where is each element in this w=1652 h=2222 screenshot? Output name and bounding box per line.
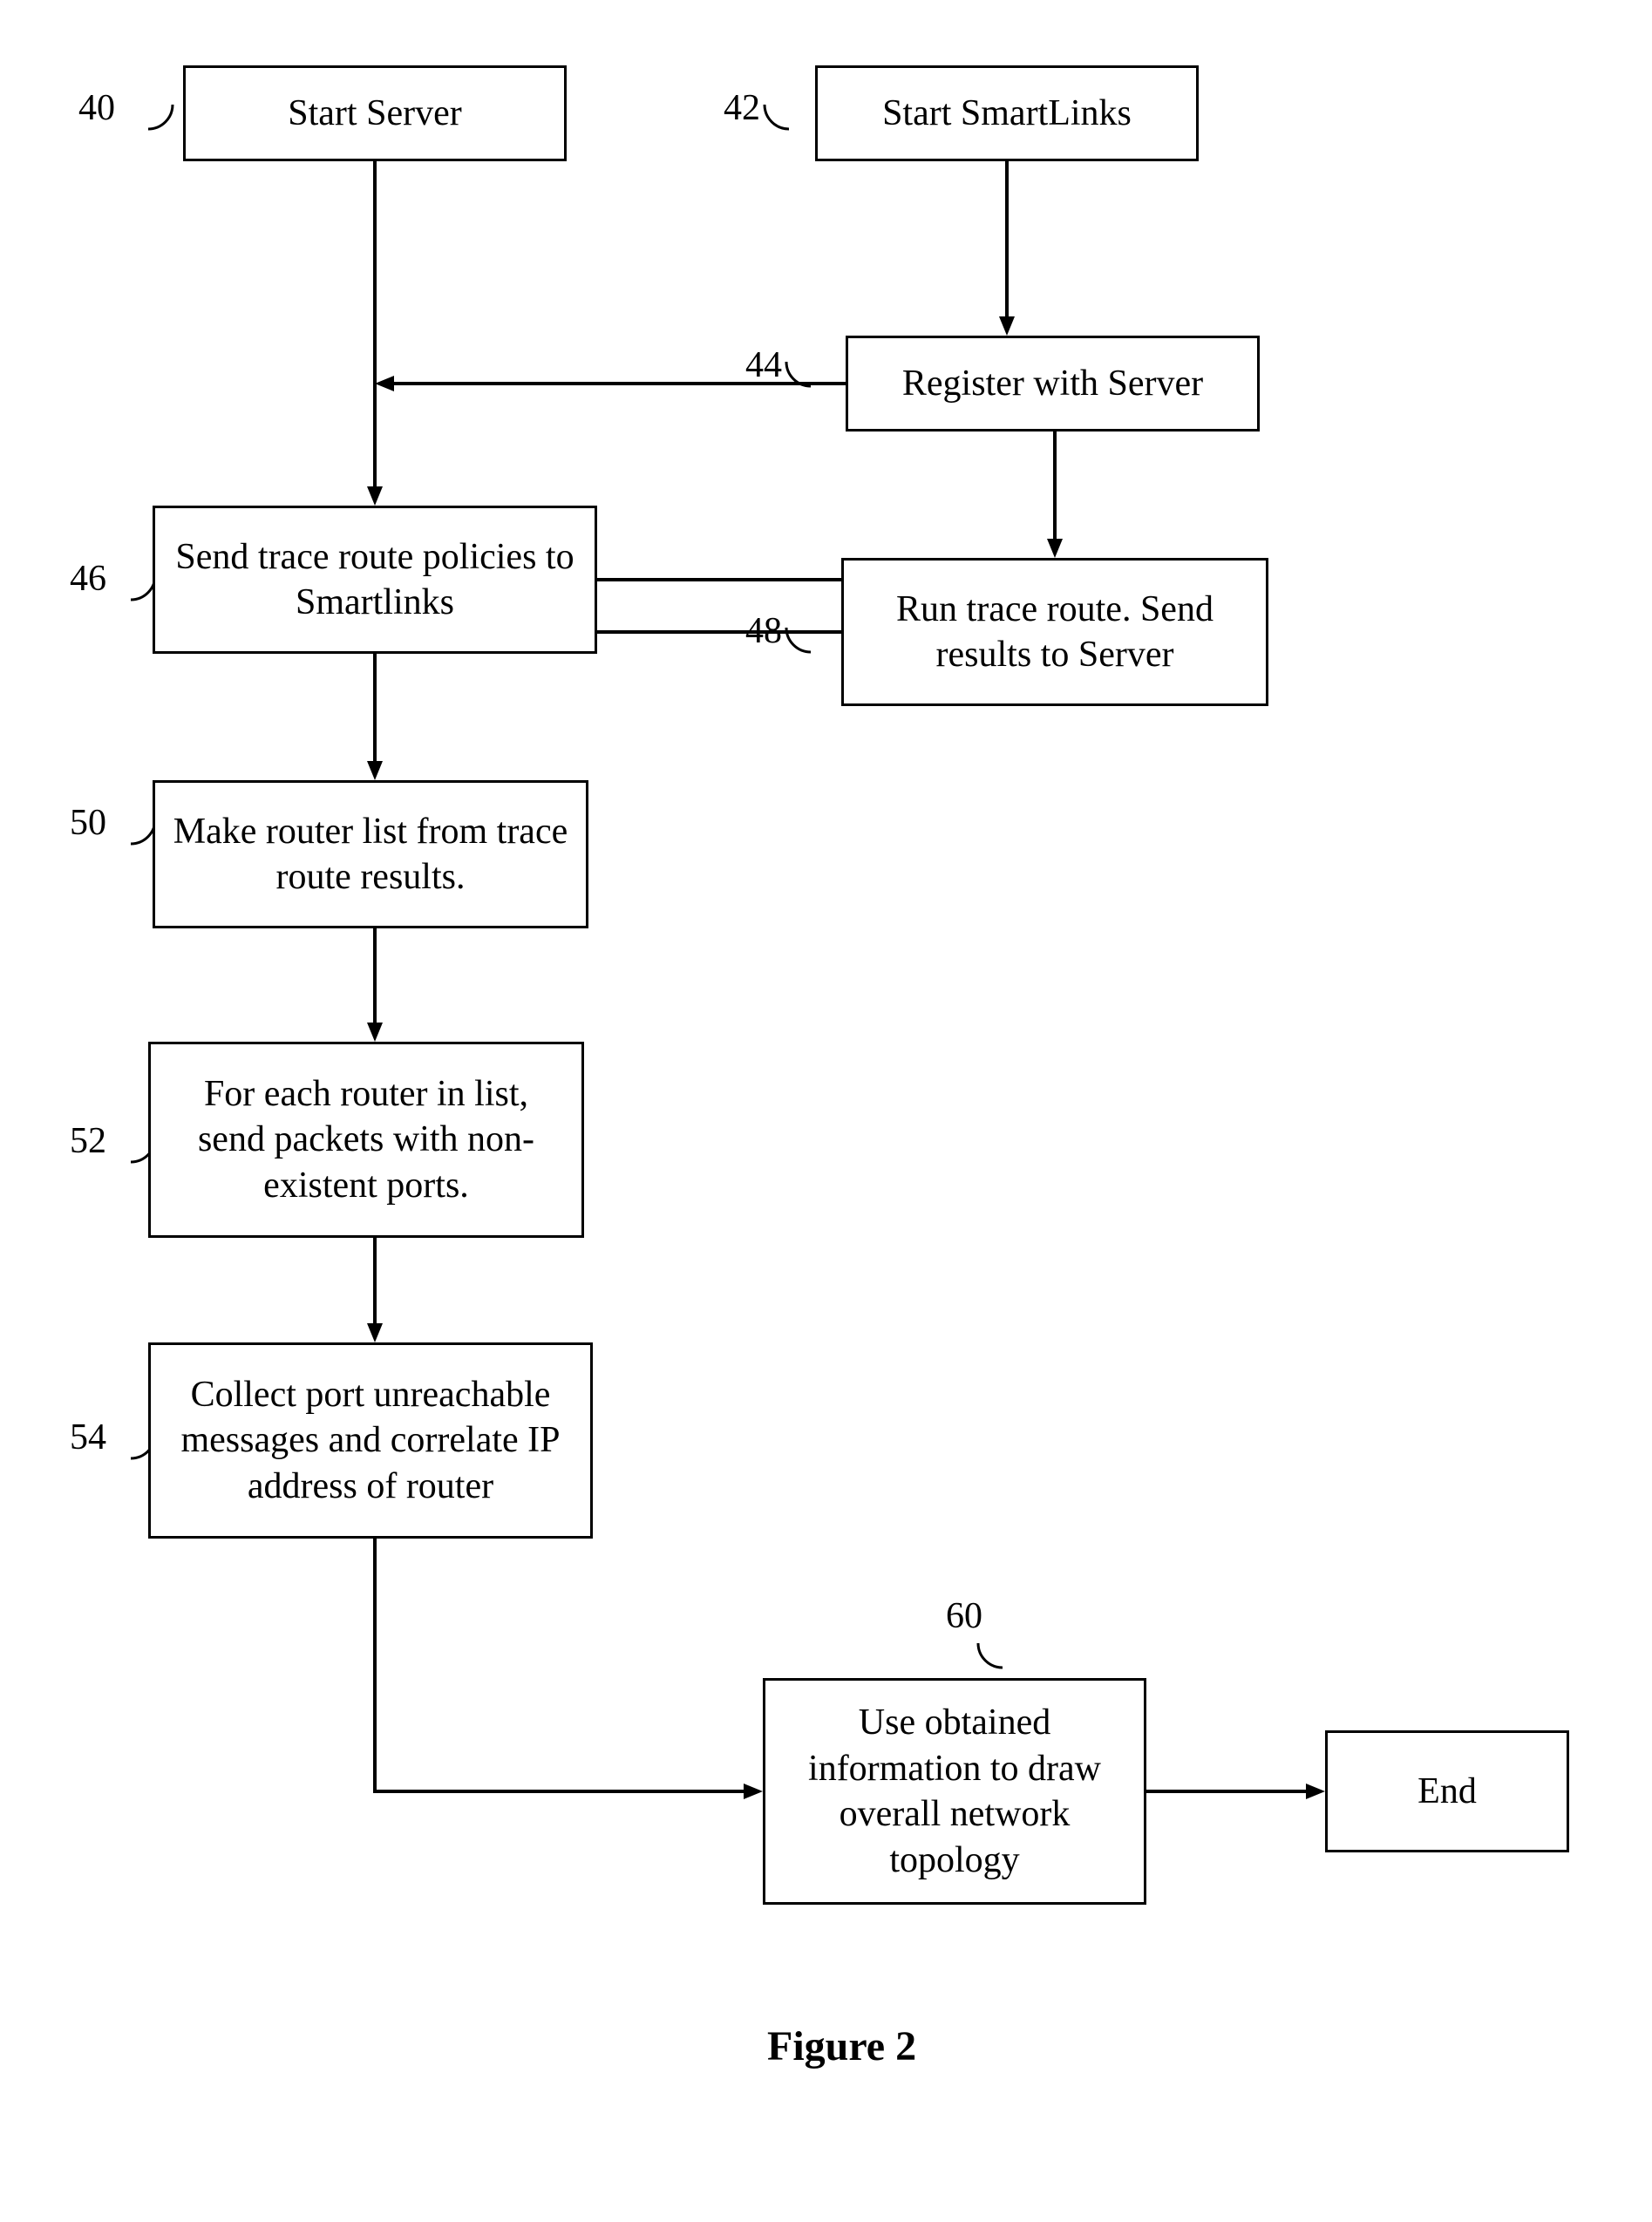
node-start-server: Start Server [183, 65, 567, 161]
node-label: Start SmartLinks [882, 91, 1132, 137]
node-make-router-list: Make router list from trace route result… [153, 780, 588, 928]
node-end: End [1325, 1730, 1569, 1852]
node-label: Start Server [288, 91, 461, 137]
ref-text: 60 [946, 1596, 982, 1636]
node-label: Make router list from trace route result… [173, 809, 568, 900]
ref-text: 52 [70, 1121, 106, 1161]
node-label: For each router in list, send packets wi… [168, 1071, 564, 1209]
ref-text: 50 [70, 803, 106, 843]
caption-text: Figure 2 [767, 2023, 916, 2069]
ref-text: 54 [70, 1417, 106, 1458]
node-start-smartlinks: Start SmartLinks [815, 65, 1199, 161]
node-send-trace-route-policies: Send trace route policies to Smartlinks [153, 506, 597, 654]
node-label: Run trace route. Send results to Server [861, 587, 1248, 678]
node-label: Use obtained information to draw overall… [783, 1700, 1126, 1883]
ref-54: 54 [70, 1417, 106, 1458]
figure-caption: Figure 2 [767, 2022, 916, 2070]
ref-text: 42 [724, 88, 760, 128]
ref-40: 40 [78, 87, 115, 129]
node-run-trace-route: Run trace route. Send results to Server [841, 558, 1268, 706]
ref-46: 46 [70, 558, 106, 600]
node-draw-topology: Use obtained information to draw overall… [763, 1678, 1146, 1905]
ref-60: 60 [946, 1595, 982, 1637]
node-send-packets: For each router in list, send packets wi… [148, 1042, 584, 1238]
flowchart-canvas: Start Server Start SmartLinks Register w… [0, 0, 1652, 2222]
ref-48: 48 [745, 610, 782, 652]
node-label: End [1417, 1769, 1477, 1815]
ref-text: 46 [70, 559, 106, 599]
ref-52: 52 [70, 1120, 106, 1162]
ref-text: 40 [78, 88, 115, 128]
ref-50: 50 [70, 802, 106, 844]
node-label: Send trace route policies to Smartlinks [173, 534, 577, 626]
ref-44: 44 [745, 344, 782, 386]
node-register-with-server: Register with Server [846, 336, 1260, 431]
node-collect-unreachable: Collect port unreachable messages and co… [148, 1342, 593, 1539]
ref-text: 48 [745, 611, 782, 651]
ref-text: 44 [745, 345, 782, 385]
node-label: Register with Server [902, 361, 1203, 407]
ref-42: 42 [724, 87, 760, 129]
node-label: Collect port unreachable messages and co… [168, 1372, 573, 1510]
